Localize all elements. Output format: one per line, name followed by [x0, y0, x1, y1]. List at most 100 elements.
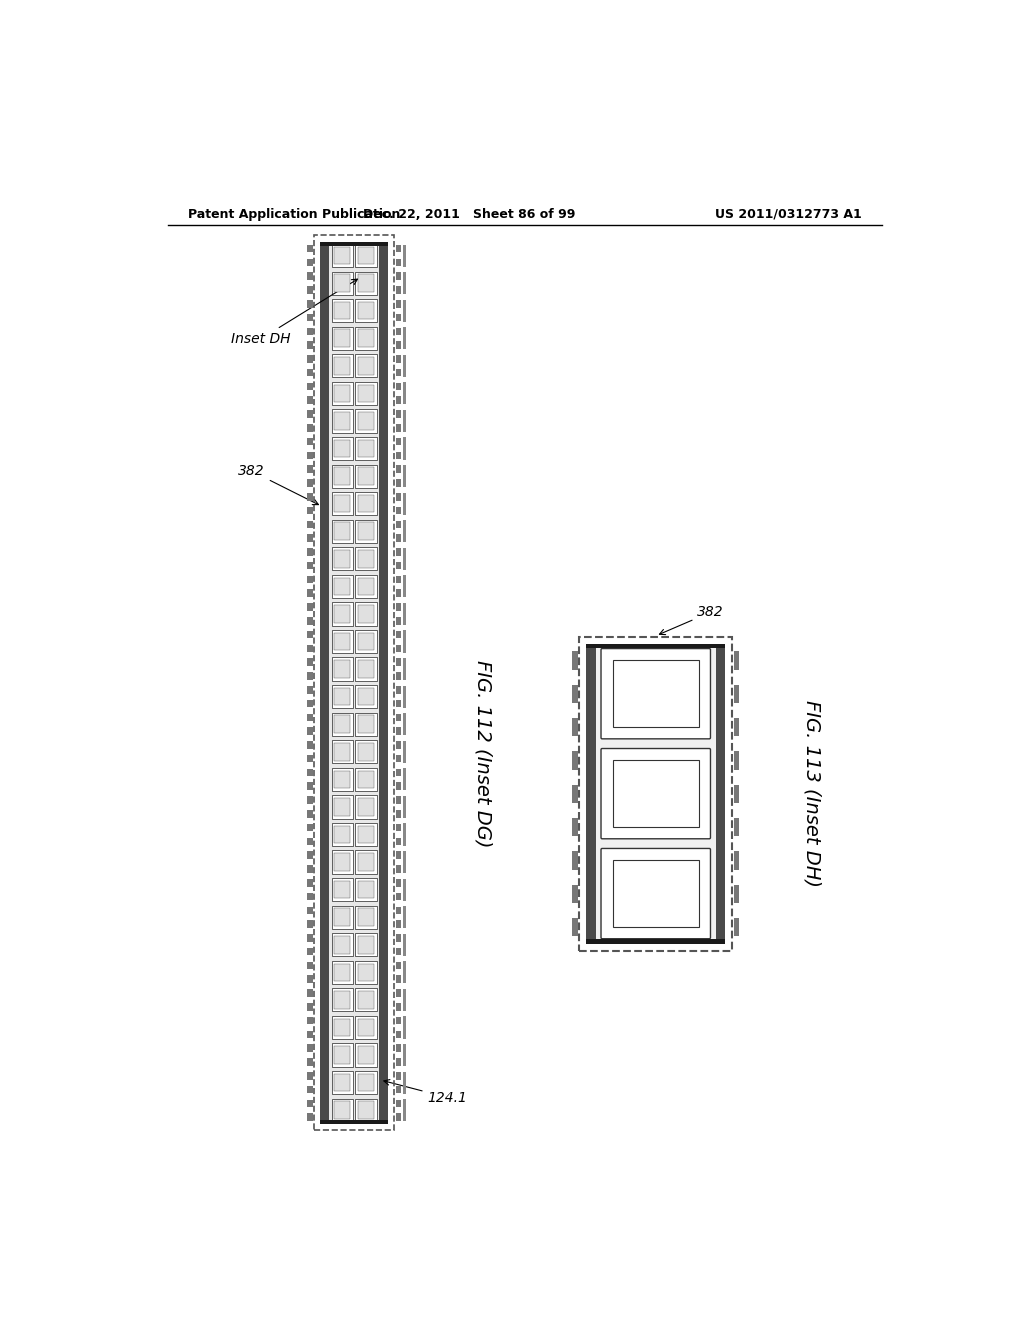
Bar: [396, 576, 401, 583]
Bar: [403, 1016, 407, 1039]
Bar: [307, 1059, 312, 1065]
Text: 382: 382: [659, 605, 724, 635]
Bar: [307, 576, 312, 583]
Bar: [307, 892, 312, 900]
Bar: [396, 590, 401, 597]
Bar: [355, 933, 377, 957]
Bar: [396, 892, 401, 900]
Bar: [403, 465, 407, 487]
Bar: [307, 989, 312, 997]
Text: Inset DH: Inset DH: [231, 279, 357, 346]
Bar: [307, 1072, 312, 1080]
FancyBboxPatch shape: [601, 849, 711, 939]
Bar: [355, 465, 377, 487]
Bar: [403, 713, 407, 735]
Bar: [307, 935, 312, 941]
Bar: [334, 578, 350, 595]
Bar: [396, 383, 401, 391]
Bar: [307, 962, 312, 969]
Bar: [332, 850, 353, 874]
Bar: [334, 853, 350, 871]
Bar: [396, 272, 401, 280]
Bar: [307, 783, 312, 791]
Bar: [334, 1019, 350, 1036]
Bar: [334, 964, 350, 981]
Bar: [314, 235, 394, 1130]
Bar: [321, 242, 388, 246]
Bar: [334, 1101, 350, 1119]
Bar: [334, 799, 350, 816]
Bar: [334, 550, 350, 568]
Bar: [355, 520, 377, 543]
Bar: [307, 700, 312, 708]
Bar: [355, 822, 377, 846]
Bar: [355, 1016, 377, 1039]
Bar: [358, 412, 374, 430]
Bar: [396, 342, 401, 348]
Bar: [334, 275, 350, 292]
Bar: [396, 989, 401, 997]
Bar: [572, 851, 578, 870]
Bar: [396, 935, 401, 941]
Bar: [403, 1072, 407, 1094]
Bar: [358, 771, 374, 788]
Bar: [307, 686, 312, 693]
Bar: [396, 783, 401, 791]
Bar: [396, 259, 401, 267]
Bar: [358, 275, 374, 292]
Bar: [396, 603, 401, 611]
Bar: [307, 424, 312, 432]
Bar: [403, 492, 407, 515]
Bar: [396, 507, 401, 515]
Bar: [334, 880, 350, 899]
Bar: [403, 659, 407, 680]
Bar: [734, 818, 739, 837]
Bar: [334, 384, 350, 403]
Bar: [332, 492, 353, 515]
Bar: [403, 631, 407, 652]
Bar: [307, 920, 312, 928]
Bar: [307, 796, 312, 804]
Bar: [358, 384, 374, 403]
Bar: [572, 651, 578, 669]
Bar: [403, 851, 407, 873]
Bar: [307, 838, 312, 845]
Bar: [307, 672, 312, 680]
Bar: [307, 244, 312, 252]
Bar: [307, 975, 312, 983]
Bar: [358, 523, 374, 540]
Bar: [396, 1100, 401, 1107]
Bar: [355, 300, 377, 322]
Bar: [358, 936, 374, 953]
Bar: [334, 743, 350, 760]
Bar: [358, 495, 374, 512]
Bar: [734, 851, 739, 870]
Bar: [355, 685, 377, 709]
Bar: [355, 437, 377, 461]
Bar: [307, 466, 312, 473]
Bar: [355, 574, 377, 598]
Bar: [355, 354, 377, 378]
Bar: [332, 437, 353, 461]
Bar: [307, 492, 312, 500]
Text: 124.1: 124.1: [384, 1080, 468, 1105]
Bar: [334, 1047, 350, 1064]
Text: US 2011/0312773 A1: US 2011/0312773 A1: [716, 207, 862, 220]
Bar: [332, 933, 353, 957]
Bar: [396, 920, 401, 928]
Bar: [307, 879, 312, 887]
Bar: [355, 244, 377, 267]
Bar: [307, 714, 312, 721]
Bar: [307, 355, 312, 363]
Bar: [332, 465, 353, 487]
Bar: [396, 948, 401, 956]
Bar: [358, 467, 374, 484]
Bar: [307, 562, 312, 569]
Bar: [334, 688, 350, 705]
Bar: [329, 242, 379, 1123]
Bar: [355, 381, 377, 405]
Bar: [355, 906, 377, 929]
Bar: [358, 1074, 374, 1092]
Bar: [307, 659, 312, 667]
Bar: [307, 1113, 312, 1121]
